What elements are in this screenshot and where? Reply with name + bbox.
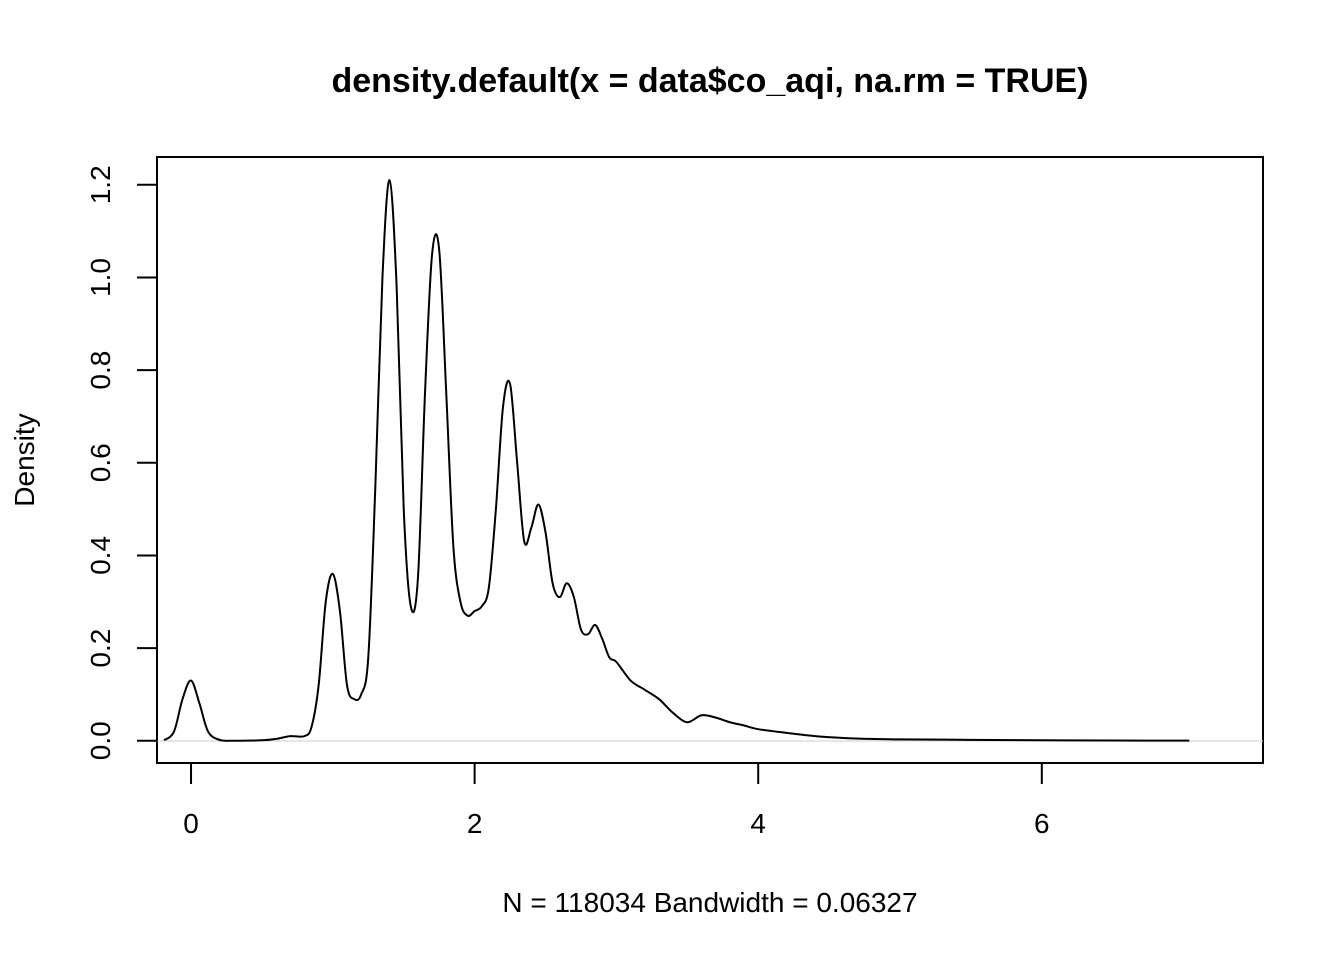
plot-frame: [156, 156, 1264, 764]
y-axis-label: Density: [9, 413, 40, 506]
x-axis: 0 2 4 6: [183, 762, 1050, 839]
y-tick-label: 0.8: [85, 351, 116, 390]
chart-title: density.default(x = data$co_aqi, na.rm =…: [331, 62, 1088, 100]
x-axis-label: N = 118034 Bandwidth = 0.06327: [502, 887, 917, 918]
y-tick-label: 1.0: [85, 258, 116, 297]
y-tick-label: 0.4: [85, 536, 116, 575]
y-tick-label: 1.2: [85, 165, 116, 204]
x-tick-label: 4: [750, 808, 766, 839]
y-tick-label: 0.6: [85, 443, 116, 482]
y-axis: 0.0 0.2 0.4 0.6 0.8 1.0 1.2: [85, 165, 158, 760]
density-series-line: [163, 179, 1190, 742]
x-tick-label: 2: [467, 808, 483, 839]
x-tick-label: 6: [1034, 808, 1050, 839]
y-tick-label: 0.0: [85, 721, 116, 760]
x-tick-label: 0: [183, 808, 199, 839]
y-tick-label: 0.2: [85, 629, 116, 668]
